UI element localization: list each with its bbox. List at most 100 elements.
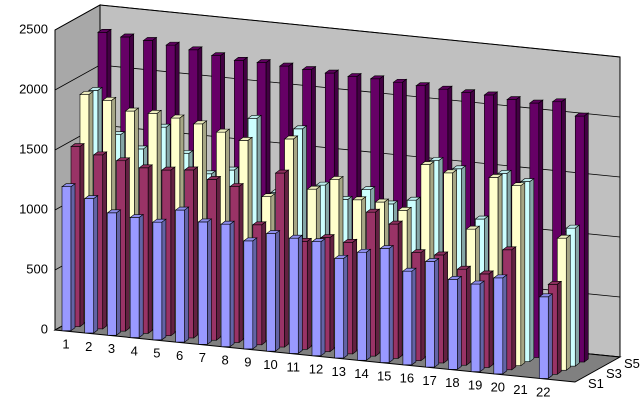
- grid-line: [54, 4, 621, 58]
- bar-side: [366, 248, 371, 361]
- bar-side: [502, 274, 508, 375]
- depth-label: S5: [624, 356, 640, 371]
- bar-front: [311, 241, 322, 356]
- x-tick-label: 20: [491, 380, 505, 395]
- bar: [320, 234, 335, 353]
- bar-side: [320, 238, 326, 357]
- x-tick-label: 21: [513, 382, 527, 397]
- bar-side: [116, 209, 121, 336]
- bar-side: [457, 275, 462, 370]
- bar-side: [511, 246, 517, 371]
- bar-side: [170, 166, 176, 337]
- y-tick-label: 1500: [19, 141, 48, 156]
- bar-side: [70, 183, 76, 332]
- bar-front: [107, 212, 117, 336]
- bar-side: [297, 234, 303, 355]
- x-tick-label: 9: [244, 355, 251, 370]
- y-tick-label: 500: [26, 261, 48, 276]
- bar-side: [261, 221, 267, 346]
- bar: [356, 248, 372, 361]
- bar-side: [229, 220, 235, 348]
- bar: [152, 218, 167, 341]
- x-tick-label: 16: [400, 371, 414, 386]
- x-tick-label: 5: [153, 346, 160, 361]
- bar-side: [479, 280, 485, 373]
- bar-side: [388, 244, 394, 364]
- x-tick-label: 12: [309, 362, 323, 377]
- bar-front: [493, 277, 504, 375]
- x-tick-label: 15: [377, 368, 391, 383]
- bar: [492, 274, 508, 375]
- bar-side: [161, 218, 167, 341]
- bar-side: [329, 234, 335, 353]
- bar-side: [238, 182, 244, 344]
- bar-side: [184, 206, 189, 343]
- bar: [365, 208, 381, 357]
- y-tick-label: 2500: [19, 21, 48, 36]
- bar-side: [411, 267, 417, 366]
- x-tick-label: 6: [176, 348, 183, 363]
- x-tick-label: 22: [536, 384, 550, 399]
- x-tick-label: 3: [108, 341, 115, 356]
- bar-front: [334, 258, 345, 359]
- bar: [220, 220, 235, 348]
- bar-side: [306, 237, 312, 350]
- x-tick-label: 8: [221, 352, 228, 367]
- bar: [311, 238, 326, 357]
- bar-front: [379, 248, 390, 363]
- bar-front: [425, 261, 435, 368]
- bar-front: [198, 221, 208, 345]
- bar: [83, 194, 99, 334]
- bar: [106, 209, 122, 336]
- bar: [174, 206, 190, 343]
- x-tick-label: 13: [331, 364, 345, 379]
- bar-front: [448, 279, 458, 370]
- bar-side: [284, 169, 289, 348]
- bar-side: [466, 265, 471, 366]
- bar: [242, 237, 258, 350]
- bar-side: [556, 280, 562, 375]
- bar-front: [357, 251, 367, 361]
- bar-side: [520, 182, 526, 367]
- x-tick-label: 4: [131, 343, 138, 358]
- bar-front: [243, 240, 254, 350]
- bar-side: [574, 224, 580, 367]
- bar: [183, 166, 199, 339]
- bar-side: [343, 254, 349, 359]
- bar: [288, 234, 304, 355]
- y-tick-label: 0: [41, 321, 48, 336]
- bar-front: [152, 221, 163, 341]
- bar-side: [216, 175, 221, 341]
- bar: [129, 213, 145, 339]
- bar: [519, 177, 535, 363]
- bar: [388, 220, 404, 360]
- bar: [265, 229, 281, 352]
- x-tick-label: 7: [199, 350, 206, 365]
- y-tick-label: 2000: [19, 81, 48, 96]
- bar-front: [175, 209, 185, 343]
- bar-side: [352, 238, 358, 355]
- bar-side: [488, 270, 494, 369]
- bar: [528, 99, 544, 359]
- bar: [61, 183, 76, 332]
- bar: [501, 246, 517, 371]
- bar-side: [583, 112, 589, 363]
- bar-front: [288, 237, 299, 354]
- x-tick-label: 2: [85, 339, 92, 354]
- bar: [402, 267, 417, 366]
- bar: [197, 218, 213, 345]
- bar-front: [220, 223, 231, 347]
- bar: [447, 275, 463, 370]
- x-tick-label: 1: [62, 337, 69, 352]
- bar-side: [138, 213, 144, 339]
- bar: [333, 254, 349, 359]
- bar-side: [443, 251, 448, 364]
- bar: [456, 265, 472, 366]
- bar-front: [84, 198, 95, 334]
- bar-side: [529, 177, 535, 363]
- bar-front: [266, 233, 276, 352]
- bar: [92, 151, 108, 330]
- bar-side: [375, 208, 380, 357]
- bar-side: [565, 234, 571, 371]
